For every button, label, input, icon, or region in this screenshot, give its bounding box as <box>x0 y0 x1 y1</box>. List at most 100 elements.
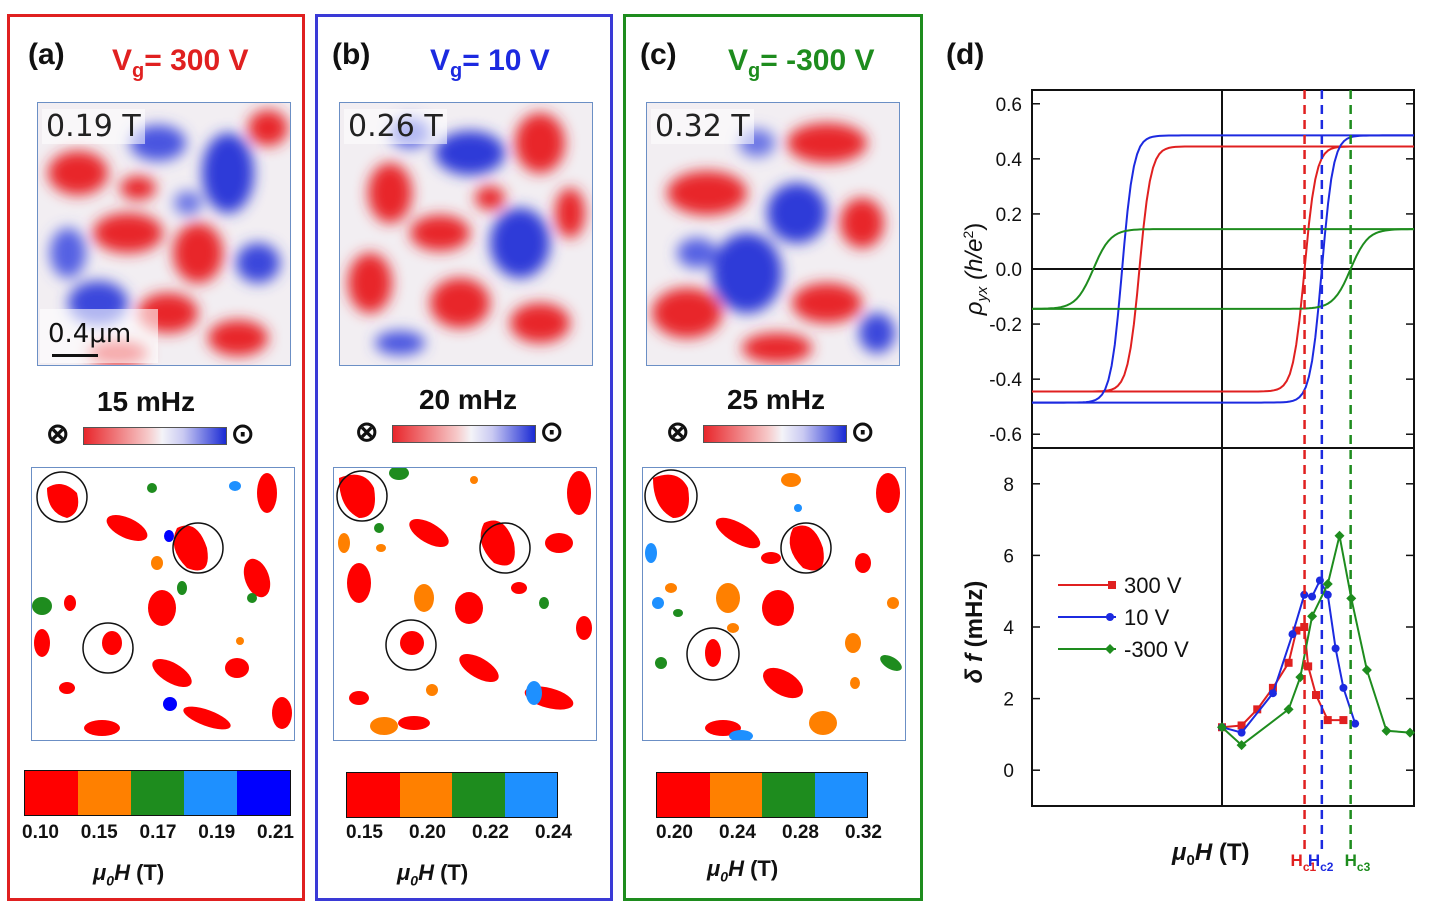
panel-a-scale-label: 0.4μm <box>48 319 132 349</box>
tick-label: 0.22 <box>472 822 509 843</box>
tick-label: 0.20 <box>656 822 693 843</box>
panel-b-frequency-scale: 20 mHz <box>418 384 518 415</box>
data-point <box>1308 592 1317 601</box>
panel-b-into-plane-icon: ⊗ <box>355 416 379 447</box>
legend-label: 10 V <box>1124 605 1170 630</box>
panel-b-domain-map <box>333 467 597 741</box>
panel-c-mfm-image: 0.32 T <box>646 102 900 366</box>
data-point <box>1323 590 1332 599</box>
panel-c-gate-voltage: Vg= -300 V <box>728 44 875 82</box>
data-point <box>1268 683 1277 692</box>
legend-swatch <box>237 771 290 815</box>
panel-c-mfm-texture <box>647 103 899 365</box>
legend-swatch <box>709 773 762 817</box>
data-point <box>1322 579 1333 590</box>
data-point <box>1351 719 1360 728</box>
panel-a-frequency-scale: 15 mHz <box>96 386 196 417</box>
legend-swatch <box>78 771 131 815</box>
legend-label: 300 V <box>1124 573 1182 598</box>
panel-a-axis-label: μ0H (T) <box>93 860 165 889</box>
panel-b-mfm-image: 0.26 T <box>339 102 593 366</box>
data-point <box>1339 716 1348 725</box>
panel-c-out-of-plane-icon: ⊙ <box>851 416 875 447</box>
hysteresis-branch-up <box>1032 228 1414 310</box>
panel-b-colorbar <box>392 425 536 443</box>
tick-label: 0.15 <box>80 822 118 843</box>
legend-swatch <box>814 773 867 817</box>
legend-swatch <box>452 773 505 817</box>
panel-a-domain-map <box>31 467 295 741</box>
panel-a-mfm-image: 0.19 T 0.4μm <box>37 102 291 366</box>
data-point <box>1292 626 1301 635</box>
legend-marker <box>1105 644 1115 654</box>
legend-swatch <box>184 771 237 815</box>
panel-b-gate-voltage: Vg= 10 V <box>430 44 550 82</box>
data-point <box>1253 705 1262 714</box>
panel-a-into-plane-icon: ⊗ <box>46 418 70 449</box>
y-tick-label: 0.0 <box>996 260 1022 281</box>
data-point <box>1304 662 1313 671</box>
panel-c-domain-shapes <box>644 469 902 740</box>
panel-b-axis-label: μ0H (T) <box>397 860 469 889</box>
y-tick-label: 6 <box>1003 546 1014 567</box>
tick-label: 0.10 <box>22 822 59 843</box>
panel-a-scale-bar <box>52 354 98 357</box>
data-point <box>1283 704 1294 715</box>
panel-b-out-of-plane-icon: ⊙ <box>540 416 564 447</box>
tick-label: 0.32 <box>845 822 882 843</box>
tick-label: 0.24 <box>719 822 756 843</box>
panel-b-mfm-texture <box>340 103 592 365</box>
data-point <box>1361 664 1372 675</box>
tick-label: 0.15 <box>346 822 383 843</box>
legend-label: -300 V <box>1124 637 1189 662</box>
panel-a-colorbar <box>83 427 227 445</box>
panel-b-label: (b) <box>332 38 371 71</box>
y-tick-label: -0.2 <box>989 315 1022 336</box>
panel-c-height-legend <box>656 772 868 818</box>
panel-c-label: (c) <box>640 38 677 71</box>
legend-swatch <box>762 773 815 817</box>
legend-marker <box>1106 613 1114 621</box>
data-point <box>1300 590 1309 599</box>
tick-label: 0.17 <box>139 822 177 843</box>
frequency-series-line <box>1221 625 1344 729</box>
y-tick-label: -0.4 <box>989 370 1022 391</box>
legend-swatch <box>347 773 400 817</box>
legend-swatch <box>25 771 78 815</box>
panel-c-axis-label: μ0H (T) <box>707 856 779 885</box>
data-point <box>1295 672 1306 683</box>
panel-c-domain-map <box>642 467 906 741</box>
y-tick-label: 8 <box>1003 475 1014 496</box>
panel-a-height-legend <box>24 770 291 816</box>
data-point <box>1312 691 1320 700</box>
panel-c-frame <box>623 14 923 901</box>
panel-c-into-plane-icon: ⊗ <box>666 416 690 447</box>
tick-label: 0.20 <box>409 822 446 843</box>
data-point <box>1405 727 1415 738</box>
data-point <box>1288 630 1297 639</box>
panel-a-label: (a) <box>28 38 65 71</box>
y-tick-label: -0.6 <box>989 425 1022 446</box>
hysteresis-branch-down <box>1032 145 1414 393</box>
data-point <box>1217 722 1227 733</box>
data-point <box>1334 530 1345 541</box>
panel-a-domain-shapes <box>32 471 292 736</box>
data-point <box>1284 658 1293 667</box>
coercive-field-label: Hc3 <box>1345 851 1371 874</box>
coercive-field-label: Hc1 <box>1291 851 1317 874</box>
y-tick-label: 0.2 <box>996 205 1022 226</box>
panel-c-colorbar <box>703 425 847 443</box>
tick-label: 0.21 <box>257 822 294 843</box>
data-point <box>1300 623 1309 631</box>
panel-b-height-legend <box>346 772 558 818</box>
data-point <box>1268 689 1277 698</box>
panel-a-field-value: 0.19 T <box>42 109 145 144</box>
field-axis-label: μ0H (T) <box>1171 839 1249 869</box>
legend-swatch <box>504 773 557 817</box>
panel-c-frequency-scale: 25 mHz <box>726 384 826 415</box>
legend-swatch <box>131 771 184 815</box>
data-point <box>1323 716 1332 725</box>
panel-a-out-of-plane-icon: ⊙ <box>231 418 255 449</box>
y-tick-label: 0.4 <box>996 150 1023 171</box>
data-point <box>1381 725 1392 736</box>
